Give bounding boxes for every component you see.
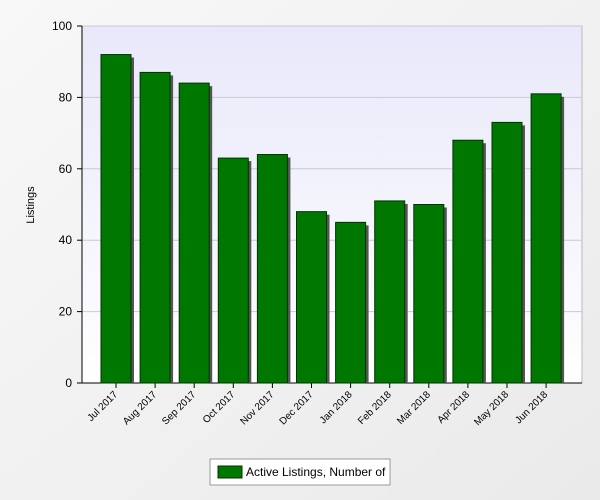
bar: [256, 154, 288, 384]
y-tick-label: 100: [52, 19, 72, 33]
bar: [335, 221, 367, 384]
y-tick-label: 80: [59, 90, 73, 104]
bar: [491, 121, 523, 384]
y-tick-label: 40: [59, 233, 73, 247]
bar: [530, 93, 562, 384]
bar: [178, 82, 210, 384]
bar: [217, 157, 249, 384]
bar: [100, 54, 132, 384]
legend-swatch: [217, 465, 243, 479]
bar: [139, 71, 171, 384]
legend-label: Active Listings, Number of: [246, 465, 386, 479]
bar: [374, 200, 406, 384]
bar: [413, 204, 445, 384]
y-tick-label: 60: [59, 162, 73, 176]
y-tick-label: 20: [59, 305, 73, 319]
y-axis-label: Listings: [25, 186, 37, 224]
bar: [296, 211, 327, 384]
bar: [452, 139, 484, 384]
y-tick-label: 0: [65, 376, 72, 390]
